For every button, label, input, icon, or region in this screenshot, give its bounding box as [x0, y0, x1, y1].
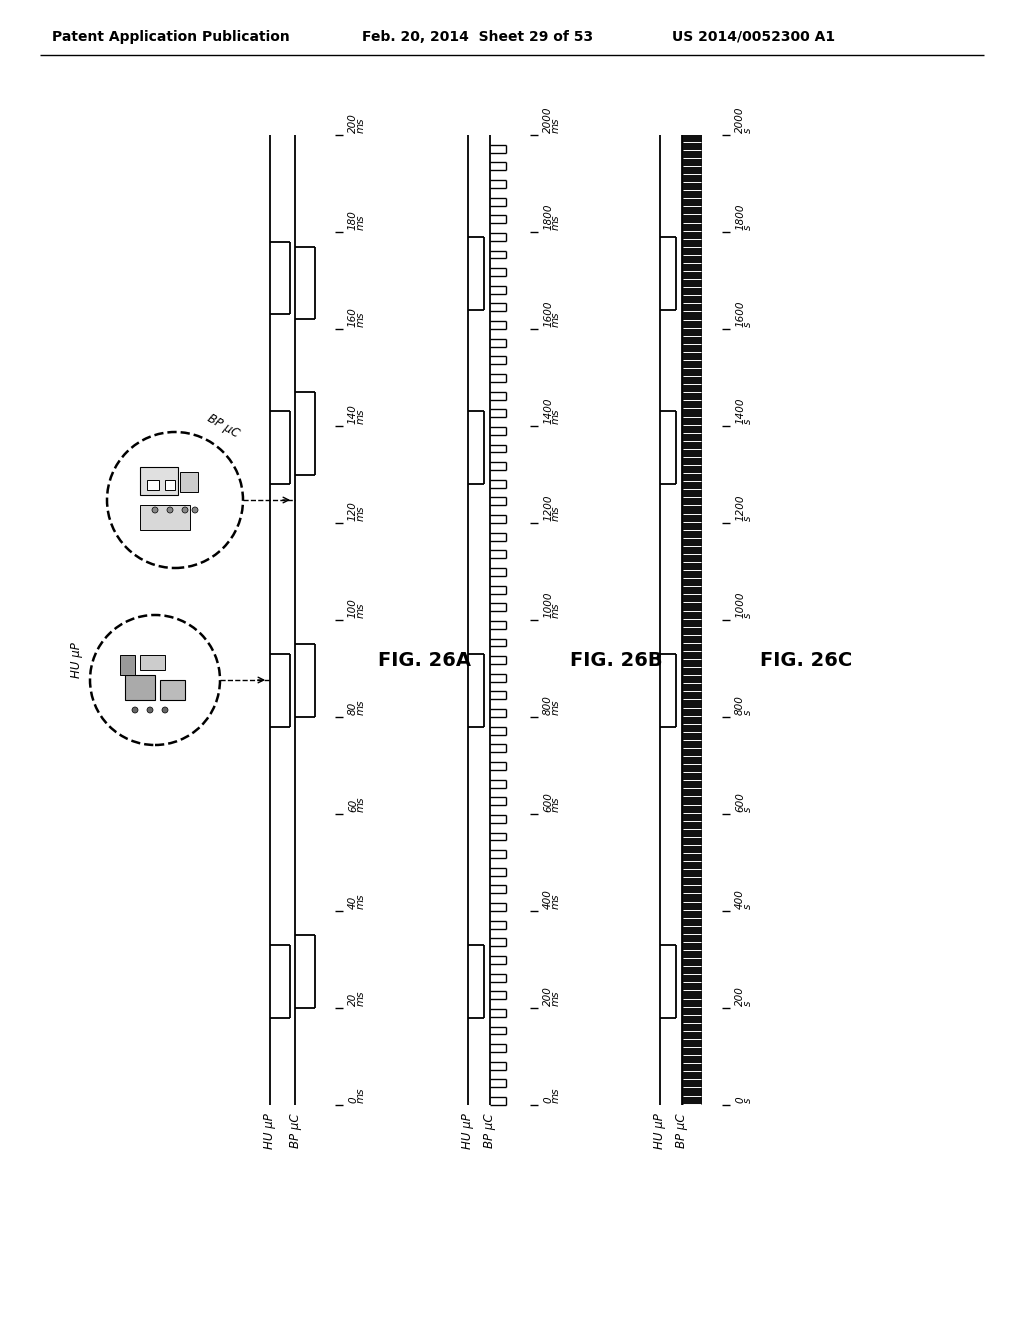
Text: ms: ms	[551, 1088, 561, 1104]
Text: 140: 140	[348, 404, 358, 424]
Text: 1200: 1200	[735, 495, 745, 521]
Text: 0: 0	[735, 1097, 745, 1104]
Text: ms: ms	[356, 312, 366, 327]
Text: HU µP: HU µP	[462, 1113, 474, 1148]
Bar	[165, 480, 175, 490]
Text: ms: ms	[551, 408, 561, 424]
Circle shape	[147, 708, 153, 713]
Text: BP µC: BP µC	[676, 1113, 688, 1147]
Text: HU µP: HU µP	[653, 1113, 667, 1148]
Bar	[125, 675, 155, 700]
Text: ms: ms	[356, 990, 366, 1006]
Circle shape	[90, 615, 220, 744]
Text: 1800: 1800	[543, 203, 553, 230]
Text: HU µP: HU µP	[263, 1113, 276, 1148]
Text: s: s	[743, 418, 753, 424]
Circle shape	[162, 708, 168, 713]
Text: s: s	[743, 710, 753, 715]
Text: 800: 800	[735, 696, 745, 715]
Text: 0: 0	[348, 1097, 358, 1104]
Text: s: s	[743, 128, 753, 133]
Text: 60: 60	[348, 799, 358, 812]
Text: FIG. 26B: FIG. 26B	[570, 651, 663, 669]
Text: 200: 200	[735, 986, 745, 1006]
Text: ms: ms	[356, 117, 366, 133]
Text: s: s	[743, 1001, 753, 1006]
Text: ms: ms	[356, 506, 366, 521]
Text: BP µC: BP µC	[289, 1113, 301, 1147]
Text: 1000: 1000	[543, 591, 553, 618]
Bar	[140, 655, 165, 671]
Text: s: s	[743, 807, 753, 812]
Text: 1800: 1800	[735, 203, 745, 230]
Text: 200: 200	[543, 986, 553, 1006]
Text: 0: 0	[543, 1097, 553, 1104]
Text: ms: ms	[356, 700, 366, 715]
Text: s: s	[743, 516, 753, 521]
Text: 2000: 2000	[735, 107, 745, 133]
Circle shape	[182, 507, 188, 513]
Text: 1600: 1600	[735, 301, 745, 327]
Text: 1400: 1400	[543, 397, 553, 424]
Text: ms: ms	[356, 408, 366, 424]
Text: ms: ms	[551, 894, 561, 909]
Text: FIG. 26A: FIG. 26A	[378, 651, 471, 669]
Text: s: s	[743, 612, 753, 618]
Text: 1000: 1000	[735, 591, 745, 618]
Text: 800: 800	[543, 696, 553, 715]
Text: ms: ms	[551, 214, 561, 230]
Text: ms: ms	[356, 894, 366, 909]
Text: ms: ms	[551, 700, 561, 715]
Text: BP µC: BP µC	[205, 412, 242, 440]
Text: 400: 400	[735, 890, 745, 909]
Circle shape	[193, 507, 198, 513]
Text: 160: 160	[348, 308, 358, 327]
Bar	[120, 655, 135, 675]
Text: 600: 600	[543, 792, 553, 812]
Text: ms: ms	[356, 214, 366, 230]
Text: FIG. 26C: FIG. 26C	[760, 651, 852, 669]
Text: ms: ms	[356, 796, 366, 812]
Text: ms: ms	[551, 506, 561, 521]
Circle shape	[167, 507, 173, 513]
Bar	[140, 467, 178, 495]
Bar	[140, 506, 190, 531]
Text: s: s	[743, 322, 753, 327]
Bar	[160, 680, 185, 700]
Text: 80: 80	[348, 702, 358, 715]
Text: 40: 40	[348, 896, 358, 909]
Text: 600: 600	[735, 792, 745, 812]
Text: 400: 400	[543, 890, 553, 909]
Text: 120: 120	[348, 502, 358, 521]
Text: s: s	[743, 224, 753, 230]
Text: ms: ms	[551, 990, 561, 1006]
Text: 20: 20	[348, 993, 358, 1006]
Text: 100: 100	[348, 598, 358, 618]
Text: 2000: 2000	[543, 107, 553, 133]
Circle shape	[152, 507, 158, 513]
Text: HU µP: HU µP	[70, 642, 83, 678]
Bar	[682, 135, 702, 1105]
Text: 200: 200	[348, 114, 358, 133]
Text: Patent Application Publication: Patent Application Publication	[52, 30, 290, 44]
Text: s: s	[743, 904, 753, 909]
Text: 1400: 1400	[735, 397, 745, 424]
Text: s: s	[743, 1098, 753, 1104]
Text: ms: ms	[551, 312, 561, 327]
Text: 1200: 1200	[543, 495, 553, 521]
Text: ms: ms	[551, 602, 561, 618]
Circle shape	[132, 708, 138, 713]
Text: Feb. 20, 2014  Sheet 29 of 53: Feb. 20, 2014 Sheet 29 of 53	[362, 30, 593, 44]
Bar	[147, 480, 159, 490]
Text: ms: ms	[356, 602, 366, 618]
Text: BP µC: BP µC	[483, 1113, 497, 1147]
Circle shape	[106, 432, 243, 568]
Text: 1600: 1600	[543, 301, 553, 327]
Text: ms: ms	[551, 117, 561, 133]
Text: ms: ms	[356, 1088, 366, 1104]
Bar	[180, 473, 198, 492]
Text: 180: 180	[348, 210, 358, 230]
Text: US 2014/0052300 A1: US 2014/0052300 A1	[672, 30, 836, 44]
Text: ms: ms	[551, 796, 561, 812]
